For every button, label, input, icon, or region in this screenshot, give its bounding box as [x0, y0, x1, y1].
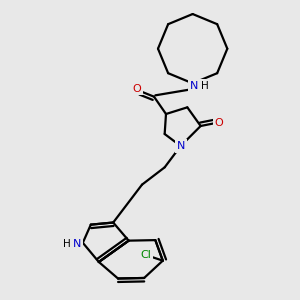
Text: H: H	[63, 239, 71, 249]
Text: O: O	[214, 118, 223, 128]
Text: N: N	[176, 141, 185, 151]
Text: O: O	[133, 84, 142, 94]
Text: N: N	[190, 81, 198, 91]
Text: N: N	[73, 239, 81, 249]
Text: Cl: Cl	[141, 250, 152, 260]
Text: H: H	[201, 81, 209, 91]
